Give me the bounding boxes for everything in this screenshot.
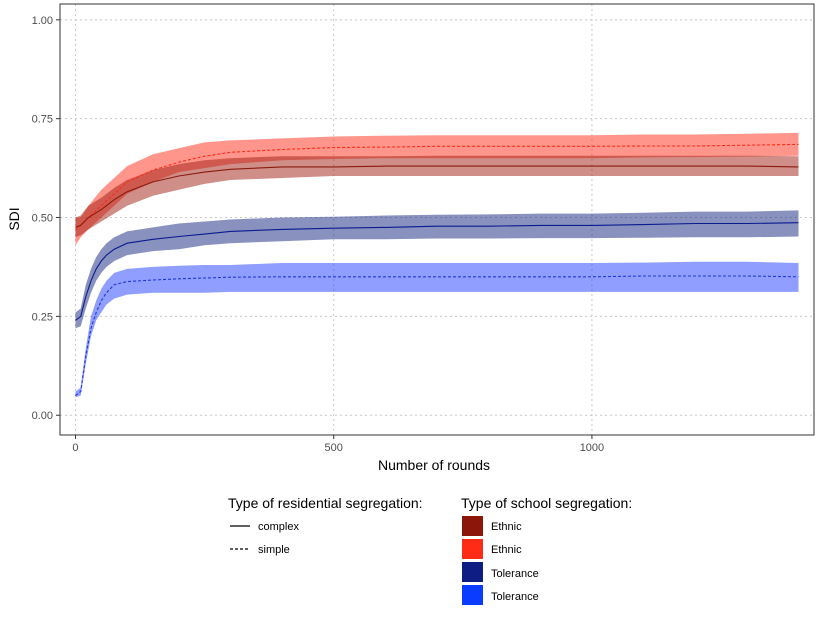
line-ethnic-simple [75, 143, 799, 230]
y-tick-label: 1.00 [32, 15, 53, 27]
x-axis-ticks: 0 500 1000 [72, 435, 604, 454]
legend-label-ethnic-light: Ethnic [491, 544, 522, 556]
y-tick-label: 0.50 [32, 213, 53, 225]
x-tick-label: 1000 [580, 442, 604, 454]
line-tolerance-complex [75, 222, 799, 321]
legend-label-ethnic-dark: Ethnic [491, 521, 522, 533]
y-axis-ticks: 0.00 0.25 0.50 0.75 1.00 [32, 15, 60, 422]
legend-swatch-tolerance-light [462, 585, 483, 605]
band-tolerance-complex [75, 210, 799, 329]
confidence-bands [75, 132, 799, 398]
legend-label-tolerance-light: Tolerance [491, 591, 539, 603]
legend: Type of residential segregation: complex… [228, 495, 632, 605]
legend-swatch-ethnic-light [462, 539, 483, 559]
band-tolerance-simple [75, 261, 799, 398]
legend-swatch-tolerance-dark [462, 562, 483, 582]
y-tick-label: 0.00 [32, 410, 53, 422]
legend-residential-title: Type of residential segregation: [228, 495, 423, 511]
legend-label-tolerance-dark: Tolerance [491, 568, 539, 580]
y-tick-label: 0.75 [32, 114, 53, 126]
x-tick-label: 500 [325, 442, 343, 454]
legend-label-complex: complex [258, 521, 299, 533]
x-tick-label: 0 [72, 442, 78, 454]
band-ethnic-complex [75, 155, 799, 238]
legend-school-title: Type of school segregation: [461, 495, 632, 511]
y-tick-label: 0.25 [32, 311, 53, 323]
panel-border [59, 3, 815, 436]
legend-swatch-ethnic-dark [462, 516, 483, 536]
line-tolerance-simple [75, 275, 799, 396]
legend-label-simple: simple [258, 544, 290, 556]
series-lines [75, 143, 799, 396]
y-axis-title: SDI [6, 207, 22, 230]
line-ethnic-complex [75, 165, 799, 228]
x-axis-title: Number of rounds [378, 457, 490, 473]
